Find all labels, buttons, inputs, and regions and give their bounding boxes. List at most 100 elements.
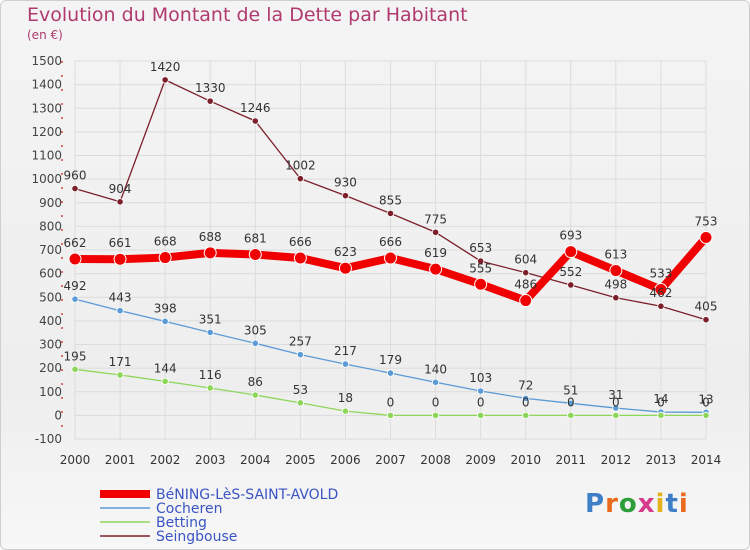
data-label: 72 bbox=[518, 378, 533, 392]
logo-letter: i bbox=[655, 489, 666, 519]
data-point bbox=[113, 252, 127, 266]
proxiti-logo: Proxiti bbox=[585, 489, 689, 519]
data-point bbox=[386, 411, 395, 419]
x-tick-label: 2013 bbox=[646, 453, 677, 467]
data-label: 462 bbox=[649, 286, 672, 300]
data-label: 904 bbox=[109, 182, 132, 196]
logo-letter: x bbox=[637, 489, 656, 519]
data-point bbox=[431, 411, 440, 419]
data-label: 681 bbox=[244, 231, 267, 245]
x-tick-label: 2007 bbox=[375, 453, 406, 467]
data-point bbox=[657, 302, 665, 310]
x-tick-label: 2001 bbox=[105, 453, 136, 467]
y-tick-label: 1000 bbox=[31, 172, 62, 186]
data-label: 18 bbox=[338, 391, 353, 405]
data-label: 552 bbox=[559, 265, 582, 279]
data-point bbox=[341, 360, 350, 368]
data-point bbox=[702, 411, 710, 419]
data-label: 653 bbox=[469, 241, 492, 255]
data-label: 555 bbox=[469, 261, 492, 275]
data-label: 1002 bbox=[285, 159, 316, 173]
data-label: 51 bbox=[563, 383, 578, 397]
data-label: 351 bbox=[199, 312, 222, 326]
data-point bbox=[206, 328, 214, 337]
data-point bbox=[296, 399, 304, 407]
data-label: 666 bbox=[289, 235, 312, 249]
data-point bbox=[71, 295, 79, 303]
data-label: 0 bbox=[567, 395, 575, 409]
data-point bbox=[251, 117, 259, 125]
data-label: 398 bbox=[154, 301, 177, 315]
data-point bbox=[702, 316, 710, 324]
x-tick-label: 2011 bbox=[556, 453, 587, 467]
data-label: 443 bbox=[109, 291, 132, 305]
data-label: 13 bbox=[698, 392, 713, 406]
y-tick-label: 500 bbox=[39, 290, 62, 304]
data-label: 1330 bbox=[195, 81, 226, 95]
data-label: 0 bbox=[702, 395, 710, 409]
series-lines bbox=[68, 76, 713, 419]
data-label: 0 bbox=[432, 395, 440, 409]
legend-label: Cocheren bbox=[156, 501, 222, 517]
data-point bbox=[296, 351, 304, 359]
y-tick-label: 200 bbox=[39, 361, 62, 375]
data-label: 666 bbox=[379, 235, 402, 249]
data-point bbox=[251, 339, 259, 347]
data-point bbox=[519, 294, 533, 308]
data-point bbox=[522, 411, 530, 419]
data-point bbox=[384, 251, 397, 265]
data-label: 171 bbox=[109, 355, 132, 369]
data-point bbox=[116, 371, 124, 379]
y-tick-label: 300 bbox=[39, 338, 62, 352]
data-point bbox=[203, 246, 217, 260]
data-point bbox=[654, 282, 668, 296]
data-label: 604 bbox=[514, 253, 537, 267]
data-point bbox=[158, 251, 172, 265]
data-label: 0 bbox=[522, 395, 530, 409]
data-label: 775 bbox=[424, 212, 447, 226]
data-point bbox=[431, 378, 440, 386]
logo-letter: r bbox=[605, 489, 619, 519]
data-label: 960 bbox=[64, 169, 87, 183]
x-tick-label: 2005 bbox=[285, 453, 316, 467]
x-tick-label: 2000 bbox=[60, 453, 91, 467]
x-tick-label: 2003 bbox=[195, 453, 226, 467]
x-tick-label: 2014 bbox=[691, 453, 722, 467]
axes: -100010020030040050060070080090010001100… bbox=[31, 54, 721, 467]
data-point bbox=[567, 411, 575, 419]
y-tick-label: 900 bbox=[39, 196, 62, 210]
data-label: 257 bbox=[289, 335, 312, 349]
data-point bbox=[657, 411, 665, 419]
data-point bbox=[429, 262, 443, 276]
data-label: 179 bbox=[379, 353, 402, 367]
y-tick-label: 1400 bbox=[31, 78, 62, 92]
legend-label: Seingbouse bbox=[156, 529, 237, 545]
data-point bbox=[386, 209, 395, 217]
x-tick-label: 2004 bbox=[240, 453, 271, 467]
data-label: 661 bbox=[109, 236, 132, 250]
data-point bbox=[68, 252, 82, 266]
data-point bbox=[161, 317, 169, 325]
data-point bbox=[431, 228, 440, 236]
y-tick-label: 400 bbox=[39, 314, 62, 328]
data-point bbox=[161, 76, 169, 84]
x-tick-label: 2006 bbox=[330, 453, 361, 467]
data-point bbox=[251, 391, 259, 399]
data-label: 619 bbox=[424, 246, 447, 260]
logo-letter: P bbox=[585, 489, 606, 519]
y-tick-label: 1300 bbox=[31, 101, 62, 115]
data-label: 0 bbox=[387, 395, 395, 409]
y-tick-label: 800 bbox=[39, 219, 62, 233]
data-point bbox=[116, 198, 124, 206]
y-tick-label: 100 bbox=[39, 385, 62, 399]
data-point bbox=[477, 411, 485, 419]
data-label: 613 bbox=[604, 248, 627, 262]
x-tick-label: 2008 bbox=[420, 453, 451, 467]
data-point bbox=[341, 407, 350, 415]
data-label: 103 bbox=[469, 371, 492, 385]
data-label: 144 bbox=[154, 361, 177, 375]
data-point bbox=[386, 369, 395, 377]
data-point bbox=[567, 281, 575, 289]
legend-label: BéNING-LèS-SAINT-AVOLD bbox=[156, 487, 338, 503]
